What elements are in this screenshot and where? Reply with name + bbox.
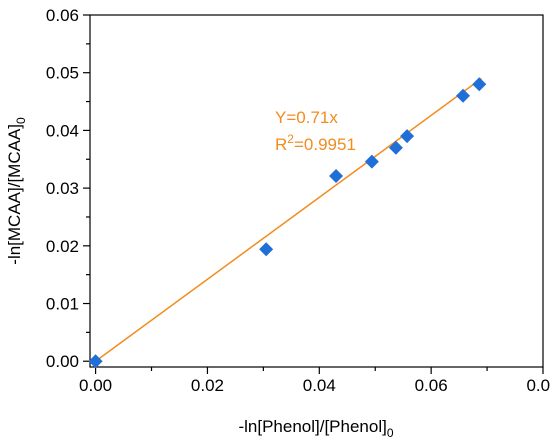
data-point <box>259 242 274 257</box>
x-tick-label: 0.06 <box>415 376 448 395</box>
y-axis-ticks <box>83 14 90 362</box>
r-squared-prefix: R <box>275 135 287 154</box>
y-axis-title-main: -ln[MCAA]/[MCAA] <box>5 124 24 265</box>
x-tick-label: 0.04 <box>303 376 336 395</box>
data-point <box>400 129 415 144</box>
data-point <box>88 354 103 369</box>
fit-equation: Y=0.71x <box>275 108 338 127</box>
r-squared-value: =0.9951 <box>294 135 356 154</box>
x-axis-title-subscript: 0 <box>387 426 394 440</box>
x-axis-ticks <box>94 367 544 374</box>
data-point <box>472 77 487 92</box>
fit-line <box>95 77 482 362</box>
x-tick-label: 0.02 <box>191 376 224 395</box>
y-axis-title-subscript: 0 <box>14 117 28 124</box>
y-tick-label: 0.06 <box>46 6 79 25</box>
x-axis-tick-labels: 0.00 0.02 0.04 0.06 0.08 <box>79 376 550 395</box>
x-axis-title-main: -ln[Phenol]/[Phenol] <box>238 417 386 436</box>
r-squared-superscript: 2 <box>287 132 294 146</box>
y-tick-label: 0.00 <box>46 352 79 371</box>
r-squared-label: R2=0.9951 <box>275 132 356 154</box>
x-tick-label: 0.08 <box>526 376 550 395</box>
x-axis-title: -ln[Phenol]/[Phenol]0 <box>238 417 393 440</box>
plot-frame <box>89 14 544 368</box>
data-points <box>88 77 487 369</box>
y-tick-label: 0.05 <box>46 64 79 83</box>
y-axis-title: -ln[MCAA]/[MCAA]0 <box>5 117 28 265</box>
data-point <box>329 168 344 183</box>
y-tick-label: 0.02 <box>46 237 79 256</box>
y-tick-label: 0.01 <box>46 295 79 314</box>
data-point <box>388 140 403 155</box>
y-tick-label: 0.03 <box>46 179 79 198</box>
data-point <box>456 88 471 103</box>
data-point <box>364 154 379 169</box>
y-axis-tick-labels: 0.00 0.01 0.02 0.03 0.04 0.05 0.06 <box>46 6 79 371</box>
y-tick-label: 0.04 <box>46 121 79 140</box>
x-tick-label: 0.00 <box>79 376 112 395</box>
